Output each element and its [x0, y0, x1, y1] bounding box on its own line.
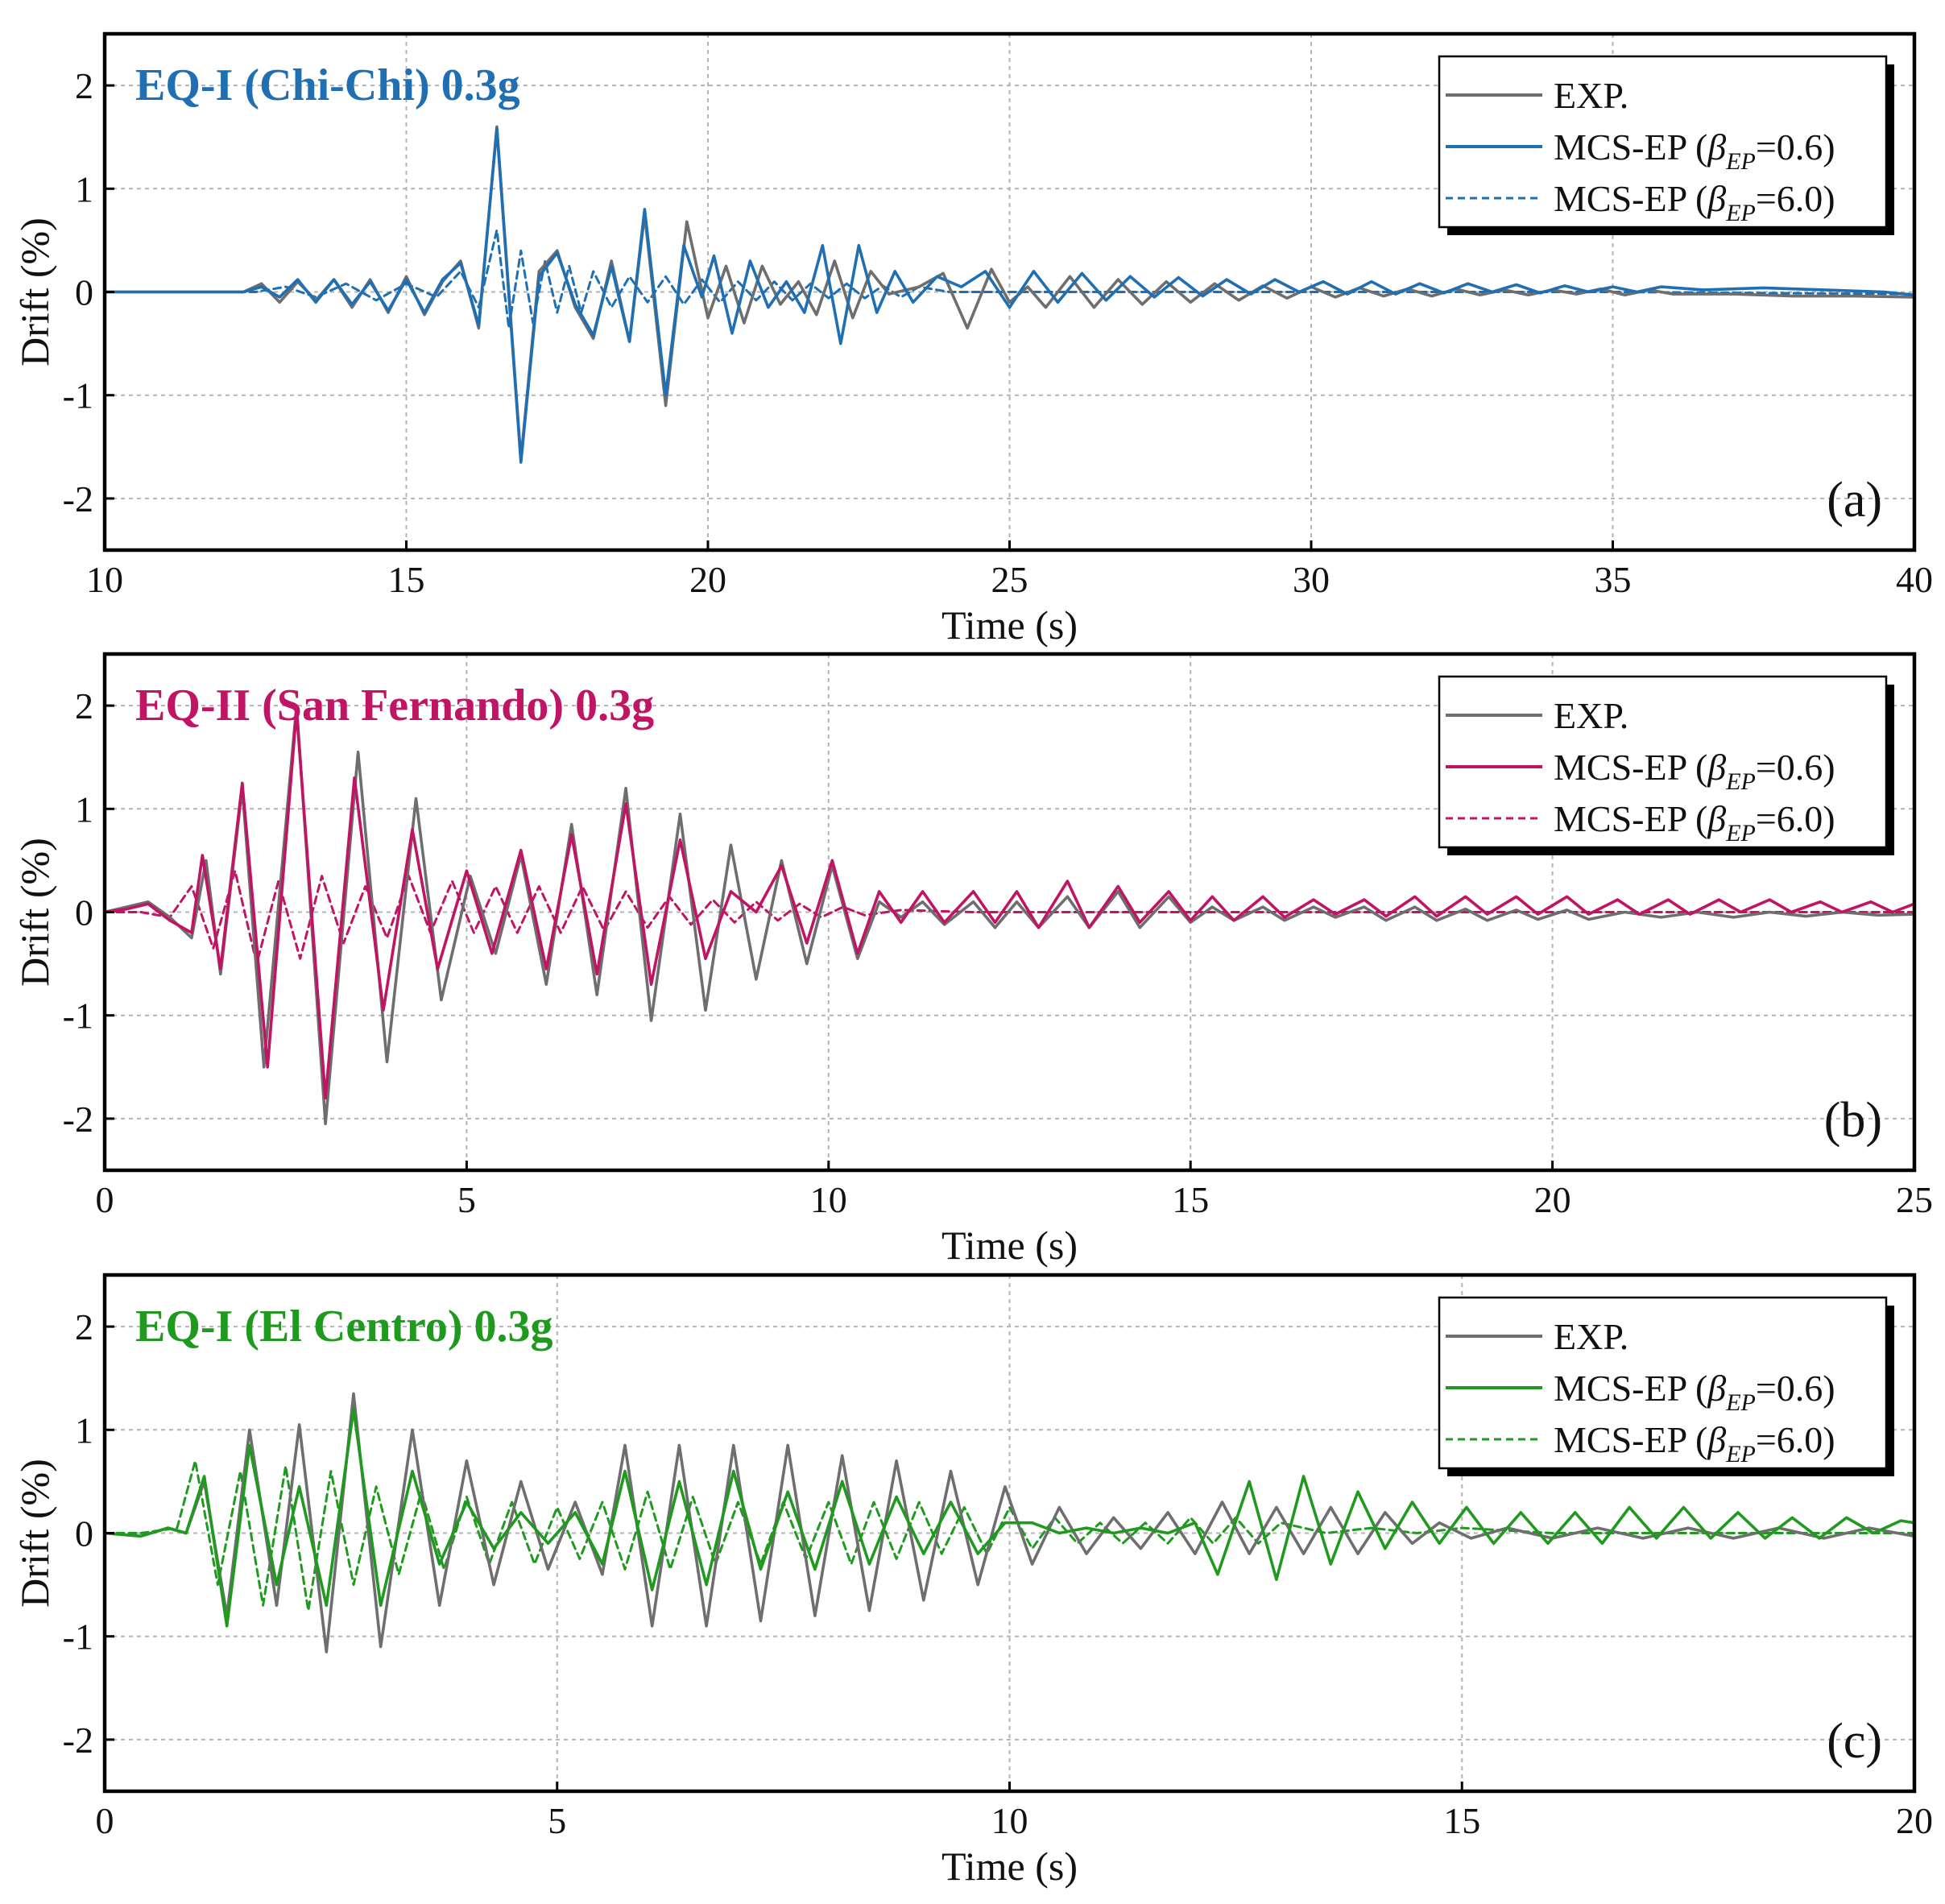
- legend-label: MCS-EP (βEP=0.6): [1554, 747, 1835, 795]
- panel-label: (a): [1827, 473, 1882, 528]
- x-tick-label: 20: [1534, 1179, 1571, 1220]
- series-line-mcs-ep-0.6: [105, 1407, 1914, 1628]
- x-tick-label: 15: [388, 559, 425, 600]
- panel-title: EQ-II (San Fernando) 0.3g: [135, 681, 654, 731]
- y-axis-title: Drift (%): [12, 217, 57, 366]
- legend-label: MCS-EP (βEP=0.6): [1554, 126, 1835, 175]
- y-tick-label: -1: [63, 375, 93, 416]
- x-tick-label: 10: [810, 1179, 847, 1220]
- y-tick-label: 1: [75, 1409, 93, 1451]
- x-tick-label: 5: [548, 1800, 566, 1841]
- y-tick-label: -2: [63, 1720, 93, 1761]
- y-tick-label: -1: [63, 995, 93, 1037]
- x-tick-label: 25: [1896, 1179, 1933, 1220]
- legend-label: EXP.: [1554, 1316, 1628, 1357]
- x-tick-label: 25: [991, 559, 1028, 600]
- legend-beta-symbol: β: [1707, 1419, 1726, 1460]
- x-axis-title: Time (s): [941, 1223, 1078, 1268]
- x-tick-label: 35: [1595, 559, 1632, 600]
- y-tick-label: 1: [75, 168, 93, 209]
- x-tick-label: 0: [96, 1800, 114, 1841]
- legend-label: MCS-EP (βEP=6.0): [1554, 178, 1835, 226]
- legend-box: [1438, 675, 1888, 849]
- panel-title: EQ-I (El Centro) 0.3g: [135, 1302, 553, 1351]
- series-line-exp: [105, 704, 1914, 1126]
- legend-beta-symbol: β: [1707, 798, 1726, 839]
- chart-panel-b: 0 5 10 15 20 25 -2 -1 0 1 2 Time (s) Drift (%) EQ-II …: [12, 652, 1933, 1268]
- legend-beta-subscript: EP: [1725, 768, 1756, 795]
- legend-label-prefix: MCS-EP (: [1554, 126, 1707, 168]
- legend-box: [1438, 1296, 1888, 1470]
- legend-beta-subscript: EP: [1725, 820, 1756, 846]
- series-line-mcs-ep-0.6: [105, 127, 1914, 464]
- series-line-mcs-ep-0.6: [105, 709, 1914, 1100]
- legend-beta-subscript: EP: [1725, 1389, 1756, 1416]
- series-lines: [105, 125, 1914, 464]
- legend-beta-symbol: β: [1707, 747, 1726, 788]
- panel-label: (c): [1827, 1714, 1882, 1769]
- series-lines: [105, 1392, 1914, 1654]
- legend-label-prefix: MCS-EP (: [1554, 1368, 1707, 1409]
- legend-beta-subscript: EP: [1725, 1441, 1756, 1467]
- x-tick-label: 15: [1443, 1800, 1480, 1841]
- legend: EXP.MCS-EP (βEP=0.6)MCS-EP (βEP=6.0): [1438, 55, 1894, 235]
- legend-beta-value: =6.0): [1756, 1419, 1835, 1460]
- x-axis-title: Time (s): [941, 602, 1078, 648]
- legend-beta-value: =6.0): [1756, 798, 1835, 839]
- x-tick-label: 20: [689, 559, 726, 600]
- chart-panel-a: 10 15 20 25 30 35 40 -2 -1 0 1 2 Time (s) Drift (%) EQ…: [12, 31, 1933, 648]
- y-tick-label: -2: [63, 1099, 93, 1140]
- legend-label: EXP.: [1554, 75, 1628, 116]
- legend-beta-subscript: EP: [1725, 148, 1756, 175]
- legend-label: EXP.: [1554, 695, 1628, 736]
- x-tick-label: 15: [1172, 1179, 1209, 1220]
- y-tick-label: 2: [75, 65, 93, 106]
- legend-label-prefix: MCS-EP (: [1554, 798, 1707, 839]
- legend-beta-symbol: β: [1707, 178, 1726, 219]
- legend-label: MCS-EP (βEP=6.0): [1554, 1419, 1835, 1467]
- x-tick-label: 10: [991, 1800, 1028, 1841]
- y-tick-label: 2: [75, 1306, 93, 1347]
- panel-title: EQ-I (Chi-Chi) 0.3g: [135, 60, 520, 110]
- legend-beta-value: =0.6): [1756, 1368, 1835, 1409]
- y-tick-label: -1: [63, 1616, 93, 1658]
- legend-box: [1438, 55, 1888, 229]
- legend-beta-value: =6.0): [1756, 178, 1835, 219]
- y-tick-label: -2: [63, 478, 93, 519]
- legend-beta-symbol: β: [1707, 1368, 1726, 1409]
- y-tick-label: 2: [75, 685, 93, 726]
- x-tick-label: 30: [1293, 559, 1330, 600]
- x-tick-label: 5: [457, 1179, 476, 1220]
- x-tick-label: 0: [96, 1179, 114, 1220]
- legend-label: MCS-EP (βEP=0.6): [1554, 1368, 1835, 1416]
- y-tick-label: 0: [75, 892, 93, 933]
- legend-label: MCS-EP (βEP=6.0): [1554, 798, 1835, 846]
- y-axis-title: Drift (%): [12, 1459, 57, 1608]
- legend-beta-subscript: EP: [1725, 200, 1756, 226]
- x-tick-label: 10: [86, 559, 123, 600]
- legend-label-prefix: MCS-EP (: [1554, 1419, 1707, 1460]
- legend-beta-value: =0.6): [1756, 747, 1835, 788]
- legend-label-prefix: MCS-EP (: [1554, 178, 1707, 219]
- panel-label: (b): [1824, 1093, 1882, 1148]
- x-tick-label: 20: [1896, 1800, 1933, 1841]
- y-tick-label: 1: [75, 789, 93, 830]
- x-axis-title: Time (s): [941, 1844, 1078, 1889]
- series-line-mcs-ep-6.0: [105, 869, 1914, 966]
- legend: EXP.MCS-EP (βEP=0.6)MCS-EP (βEP=6.0): [1438, 1296, 1894, 1476]
- legend-label-prefix: MCS-EP (: [1554, 747, 1707, 788]
- series-lines: [105, 704, 1914, 1126]
- series-line-mcs-ep-6.0: [105, 229, 1914, 329]
- y-tick-label: 0: [75, 272, 93, 313]
- y-axis-title: Drift (%): [12, 838, 57, 987]
- y-tick-label: 0: [75, 1513, 93, 1554]
- legend: EXP.MCS-EP (βEP=0.6)MCS-EP (βEP=6.0): [1438, 675, 1894, 855]
- legend-beta-symbol: β: [1707, 126, 1726, 168]
- chart-panel-c: 0 5 10 15 20 -2 -1 0 1 2 Time (s) Drift (%) EQ-I (El…: [12, 1273, 1933, 1889]
- legend-beta-value: =0.6): [1756, 126, 1835, 168]
- x-tick-label: 40: [1896, 559, 1933, 600]
